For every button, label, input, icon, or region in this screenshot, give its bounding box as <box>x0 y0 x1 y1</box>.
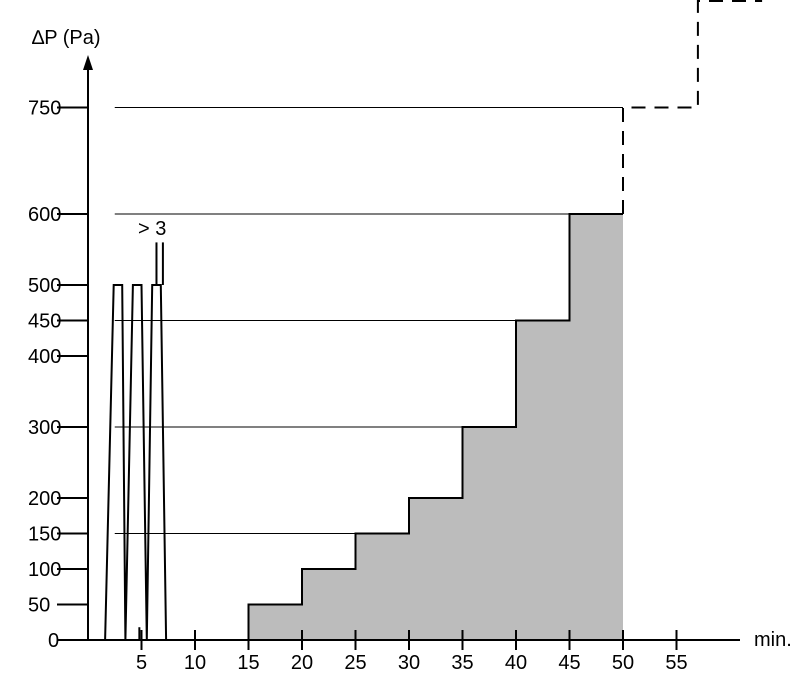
x-tick-label-15: 15 <box>237 652 259 674</box>
y-tick-label-0: 0 <box>48 630 59 652</box>
y-tick-label-200: 200 <box>28 488 61 510</box>
dashed-continuation-line <box>622 0 763 214</box>
x-tick-label-30: 30 <box>398 652 420 674</box>
x-tick-label-40: 40 <box>505 652 527 674</box>
annotation-label: > 3 <box>138 218 166 240</box>
pulse-series-line <box>104 284 168 641</box>
x-tick-label-5: 5 <box>136 652 147 674</box>
x-axis-label: min. <box>754 629 792 651</box>
y-tick-label-400: 400 <box>28 346 61 368</box>
axes <box>83 55 740 641</box>
y-tick-label-300: 300 <box>28 417 61 439</box>
x-tick-label-20: 20 <box>291 652 313 674</box>
reference-lines <box>114 107 623 534</box>
x-tick-label-35: 35 <box>451 652 473 674</box>
y-axis-arrow <box>83 55 93 70</box>
series <box>104 0 763 641</box>
y-axis-label: ∆P (Pa) <box>32 27 101 49</box>
y-tick-label-450: 450 <box>28 311 61 333</box>
y-tick-label-100: 100 <box>28 559 61 581</box>
x-tick-label-50: 50 <box>612 652 634 674</box>
step-profile-line <box>247 213 623 640</box>
x-tick-label-10: 10 <box>184 652 206 674</box>
x-tick-label-45: 45 <box>558 652 580 674</box>
y-tick-label-150: 150 <box>28 524 61 546</box>
y-tick-label-750: 750 <box>28 98 61 120</box>
x-tick-label-25: 25 <box>344 652 366 674</box>
x-tick-label-55: 55 <box>665 652 687 674</box>
y-tick-label-600: 600 <box>28 204 61 226</box>
y-tick-label-50: 50 <box>28 595 50 617</box>
ticks: 5 10 15 20 25 30 35 40 45 50 55 0 50 100 150 200 300 400 4… <box>28 98 688 675</box>
y-tick-label-500: 500 <box>28 275 61 297</box>
